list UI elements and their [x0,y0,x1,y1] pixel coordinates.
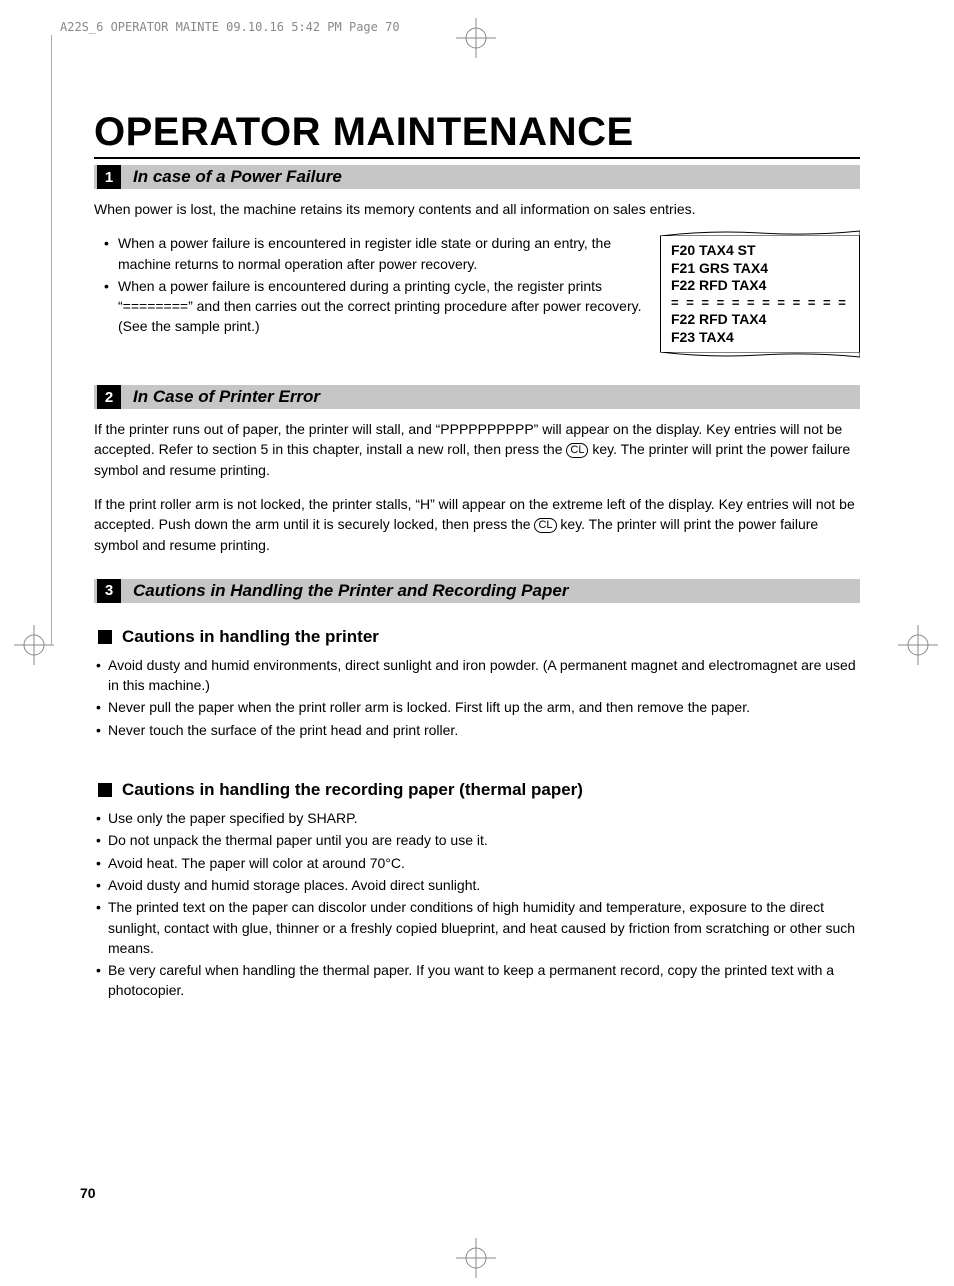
crop-mark-bottom [456,1238,496,1278]
section-power-failure: 1 In case of a Power Failure When power … [94,165,860,355]
receipt-line: F22 RFD TAX4 [671,277,849,295]
square-bullet-icon [98,783,112,797]
list-item: The printed text on the paper can discol… [94,897,860,958]
section-num-2: 2 [97,385,121,409]
crop-mark-left [14,625,54,665]
s1-bullet-list: When a power failure is encountered in r… [94,233,644,336]
s2-para-2: If the print roller arm is not locked, t… [94,494,860,555]
paper-cautions-list: Use only the paper specified by SHARP. D… [94,808,860,1001]
receipt-line: F21 GRS TAX4 [671,260,849,278]
list-item: When a power failure is encountered duri… [94,276,644,337]
printer-cautions-list: Avoid dusty and humid environments, dire… [94,655,860,740]
list-item: Be very careful when handling the therma… [94,960,860,1001]
s2-para-1: If the printer runs out of paper, the pr… [94,419,860,480]
section-title-3: Cautions in Handling the Printer and Rec… [133,581,568,601]
print-header-stamp: A22S_6 OPERATOR MAINTE 09.10.16 5:42 PM … [60,20,400,34]
crop-mark-top [456,18,496,58]
list-item: Avoid heat. The paper will color at arou… [94,853,860,873]
left-trim-line [51,35,52,645]
section-bar-1: 1 In case of a Power Failure [94,165,860,189]
list-item: Do not unpack the thermal paper until yo… [94,830,860,850]
section-bar-2: 2 In Case of Printer Error [94,385,860,409]
cl-key-icon: CL [534,518,556,533]
list-item: Use only the paper specified by SHARP. [94,808,860,828]
receipt-separator: = = = = = = = = = = = = [671,295,849,311]
sub-heading-paper: Cautions in handling the recording paper… [94,780,860,800]
list-item: Never touch the surface of the print hea… [94,720,860,740]
s1-intro: When power is lost, the machine retains … [94,199,860,219]
receipt-line: F22 RFD TAX4 [671,311,849,329]
section-printer-error: 2 In Case of Printer Error If the printe… [94,385,860,555]
crop-mark-right [898,625,938,665]
section-num-3: 3 [97,579,121,603]
list-item: Never pull the paper when the print roll… [94,697,860,717]
page-number: 70 [80,1185,96,1201]
receipt-line: F20 TAX4 ST [671,242,849,260]
square-bullet-icon [98,630,112,644]
page-title: OPERATOR MAINTENANCE [94,110,860,159]
list-item: Avoid dusty and humid storage places. Av… [94,875,860,895]
sub-title-paper: Cautions in handling the recording paper… [122,780,583,800]
section-title-1: In case of a Power Failure [133,167,342,187]
list-item: When a power failure is encountered in r… [94,233,644,274]
sub-title-printer: Cautions in handling the printer [122,627,379,647]
cl-key-icon: CL [566,443,588,458]
sample-receipt: F20 TAX4 ST F21 GRS TAX4 F22 RFD TAX4 = … [660,233,860,355]
section-num-1: 1 [97,165,121,189]
page-content: OPERATOR MAINTENANCE 1 In case of a Powe… [94,110,860,1025]
section-title-2: In Case of Printer Error [133,387,320,407]
section-bar-3: 3 Cautions in Handling the Printer and R… [94,579,860,603]
receipt-line: F23 TAX4 [671,329,849,347]
section-cautions: 3 Cautions in Handling the Printer and R… [94,579,860,1001]
sub-heading-printer: Cautions in handling the printer [94,627,860,647]
list-item: Avoid dusty and humid environments, dire… [94,655,860,696]
